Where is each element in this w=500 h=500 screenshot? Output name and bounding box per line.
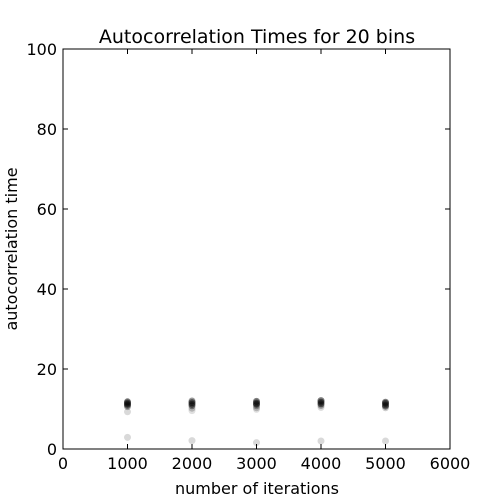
x-tick-label: 3000: [236, 454, 277, 473]
data-point: [382, 437, 389, 445]
data-point: [253, 400, 260, 408]
data-point: [124, 403, 131, 411]
x-tick-label: 2000: [172, 454, 213, 473]
data-point: [188, 404, 196, 412]
y-tick-label: 0: [47, 440, 57, 459]
data-point: [253, 402, 260, 410]
data-point: [317, 437, 325, 445]
y-tick-label: 80: [37, 120, 57, 139]
data-point: [317, 403, 325, 411]
y-tick-label: 100: [26, 40, 57, 59]
y-tick-label: 40: [37, 280, 57, 299]
data-point: [382, 402, 389, 410]
y-tick-label: 20: [37, 360, 57, 379]
data-point: [188, 437, 196, 445]
x-axis-label: number of iterations: [175, 479, 339, 498]
data-point: [253, 404, 260, 412]
data-point: [253, 439, 260, 447]
data-point: [188, 400, 196, 408]
x-tick-label: 6000: [430, 454, 471, 473]
x-axis: 0 1000 2000 3000 4000 5000 6000: [58, 49, 470, 473]
data-point: [382, 404, 389, 412]
data-point: [317, 400, 325, 408]
data-point: [253, 405, 260, 413]
x-tick-label: 4000: [301, 454, 342, 473]
x-tick-label: 5000: [365, 454, 406, 473]
data-point: [317, 401, 325, 409]
data-point: [124, 400, 131, 408]
data-point: [124, 433, 131, 441]
x-tick-label: 0: [58, 454, 68, 473]
data-point: [382, 401, 389, 409]
x-tick-label: 1000: [107, 454, 148, 473]
y-axis-label: autocorrelation time: [2, 167, 21, 330]
y-tick-label: 60: [37, 200, 57, 219]
data-point: [124, 401, 131, 409]
data-point: [124, 408, 131, 416]
data-point: [188, 407, 196, 415]
data-point: [188, 402, 196, 410]
y-axis: 0 20 40 60 80 100: [26, 40, 450, 459]
points-layer: [124, 397, 389, 447]
chart-title: Autocorrelation Times for 20 bins: [99, 26, 415, 48]
